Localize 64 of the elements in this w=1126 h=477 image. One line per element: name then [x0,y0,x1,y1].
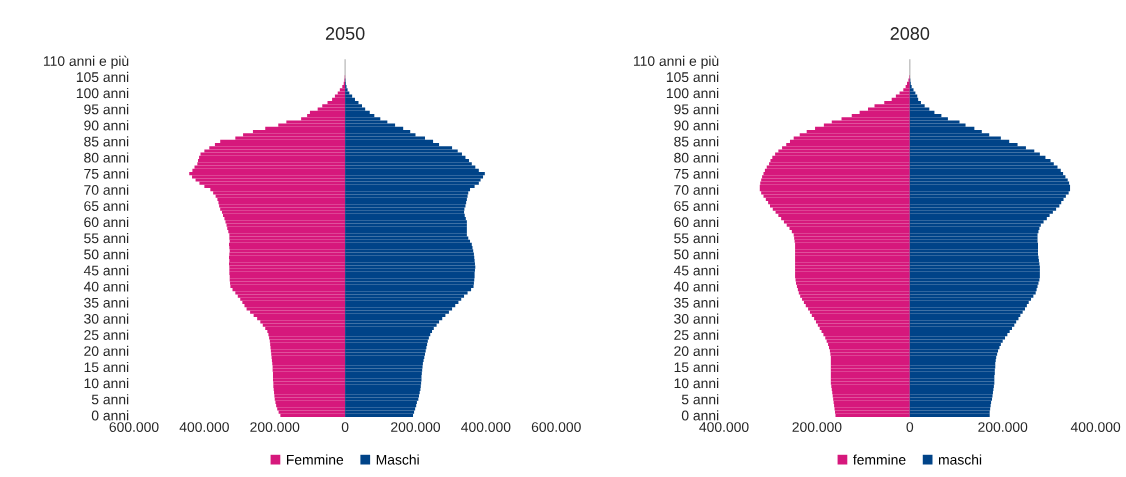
x-tick-label: 400.000 [461,422,511,432]
chart-title: 2050 [325,27,365,40]
y-tick-label: 100 anni [76,87,129,99]
y-tick-label: 80 anni [674,152,719,163]
y-tick-label: 10 anni [674,378,719,389]
y-tick-label: 15 anni [84,361,129,373]
y-tick-label: 70 anni [674,184,719,195]
y-tick-label: 70 anni [84,184,129,195]
y-tick-label: 30 anni [84,313,129,324]
x-tick-label: 0 [341,422,349,432]
legend-label: femmine [853,454,906,465]
y-tick-label: 85 anni [84,136,129,147]
x-tick-label: 400.000 [1070,422,1121,432]
legend-label: maschi [938,454,982,465]
x-tick-label: 200.000 [978,422,1028,432]
x-tick-label: 600.000 [109,422,159,432]
y-tick-label: 20 anni [84,345,129,356]
y-tick-label: 5 anni [681,394,719,405]
x-tick-label: 600.000 [531,422,581,432]
y-tick-label: 85 anni [674,136,719,147]
y-tick-label: 55 anni [674,232,719,244]
y-tick-label: 75 anni [84,168,129,179]
y-tick-label: 35 anni [674,297,719,308]
legend-label: Maschi [376,454,419,465]
y-tick-label: 30 anni [674,313,719,324]
y-tick-label: 40 anni [673,281,719,292]
y-tick-label: 0 anni [681,410,719,421]
y-tick-label: 40 anni [83,281,129,292]
y-tick-label: 35 anni [84,297,129,308]
x-tick-label: 400.000 [179,422,229,432]
y-tick-label: 25 anni [674,329,719,340]
y-tick-label: 20 anni [674,345,719,356]
y-tick-label: 110 anni e più [43,55,129,69]
y-tick-label: 95 anni [674,104,719,115]
y-tick-label: 90 anni [84,120,129,131]
y-tick-label: 105 anni [76,71,129,83]
y-tick-label: 75 anni [674,168,719,179]
y-tick-label: 90 anni [674,120,719,131]
x-tick-label: 0 [906,422,914,432]
y-tick-label: 60 anni [84,216,129,228]
x-tick-label: 400.000 [699,422,749,432]
y-tick-label: 50 anni [674,249,719,260]
y-tick-label: 95 anni [84,104,129,115]
y-tick-label: 50 anni [84,249,129,260]
chart-title: 2080 [890,27,930,40]
y-tick-label: 105 anni [666,71,719,83]
y-tick-label: 25 anni [84,329,129,340]
y-tick-label: 45 anni [83,265,129,276]
y-tick-label: 65 anni [84,200,129,211]
y-tick-label: 80 anni [84,152,129,163]
y-tick-label: 60 anni [674,216,719,228]
y-tick-label: 45 anni [673,265,719,276]
y-tick-label: 110 anni e più [633,55,719,69]
x-tick-label: 200.000 [391,422,441,432]
y-tick-label: 100 anni [666,87,719,99]
y-tick-label: 10 anni [84,378,129,389]
y-tick-label: 15 anni [674,361,719,373]
y-tick-label: 5 anni [91,394,129,405]
x-tick-label: 200.000 [792,422,842,432]
y-tick-label: 65 anni [674,200,719,211]
y-tick-label: 0 anni [91,410,129,421]
legend-label: Femmine [286,454,344,465]
y-tick-label: 55 anni [84,232,129,244]
x-tick-label: 200.000 [250,422,300,432]
